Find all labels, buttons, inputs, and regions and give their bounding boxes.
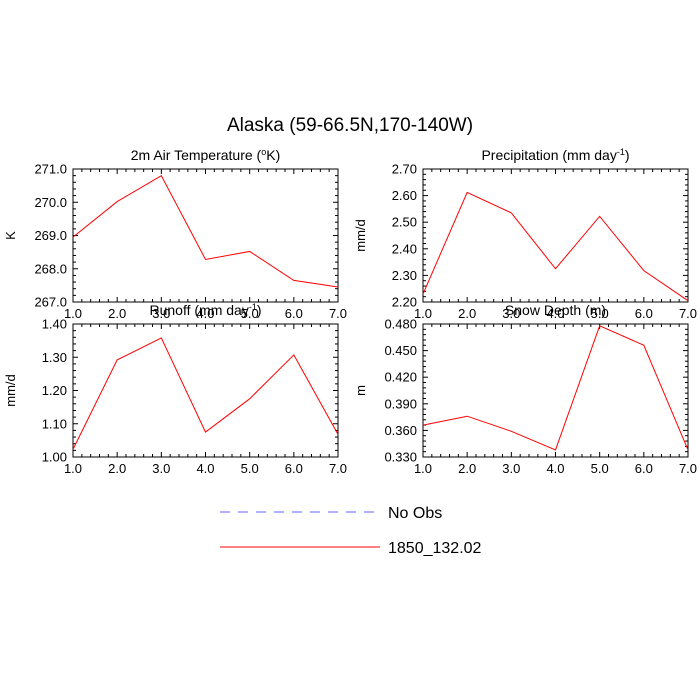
y-axis-label: mm/d [3, 374, 18, 407]
y-tick-label: 268.0 [34, 261, 67, 276]
y-tick-label: 1.20 [42, 383, 67, 398]
panel-title: Runoff (mm day-1) [149, 302, 261, 318]
y-tick-label: 0.450 [384, 343, 417, 358]
y-tick-label: 1.10 [42, 416, 67, 431]
x-tick-label: 4.0 [196, 306, 214, 321]
y-tick-label: 2.20 [392, 295, 417, 310]
x-tick-label: 3.0 [152, 306, 170, 321]
figure-title: Alaska (59-66.5N,170-140W) [227, 115, 473, 136]
legend: No Obs 1850_132.02 [220, 505, 482, 557]
plot-frame [422, 323, 689, 458]
panel-title: 2m Air Temperature (oK) [131, 147, 280, 163]
y-tick-label: 1.30 [42, 350, 67, 365]
x-tick-label: 3.0 [152, 461, 170, 476]
y-tick-label: 271.0 [34, 162, 67, 177]
y-tick-label: 0.420 [384, 370, 417, 385]
series-line [72, 174, 339, 288]
y-tick-label: 2.40 [392, 241, 417, 256]
y-tick-label: 2.30 [392, 268, 417, 283]
plot-frame [72, 168, 339, 303]
x-tick-label: 6.0 [635, 306, 653, 321]
plot-frame [72, 323, 339, 458]
y-tick-label: 0.360 [384, 423, 417, 438]
y-tick-label: 2.70 [392, 162, 417, 177]
legend-label-no-obs: No Obs [388, 505, 442, 522]
y-tick-label: 267.0 [34, 295, 67, 310]
x-tick-label: 3.0 [502, 306, 520, 321]
x-tick-label: 1.0 [64, 461, 82, 476]
series-line [72, 337, 339, 450]
y-tick-label: 1.40 [42, 317, 67, 332]
x-tick-label: 5.0 [591, 306, 609, 321]
panel-title: Precipitation (mm day-1) [481, 147, 629, 163]
x-tick-label: 1.0 [64, 306, 82, 321]
panel-3: 1.0 2.0 3.0 4.0 5.0 6.0 7.0 1.00 1.10 1.20 1.30 1.4… [3, 302, 347, 476]
x-tick-label: 4.0 [196, 461, 214, 476]
plot-frame [422, 168, 689, 303]
panels: 1.0 2.0 3.0 4.0 5.0 6.0 7.0 267.0 268.0 269.0 270.… [3, 147, 697, 476]
x-tick-label: 6.0 [285, 461, 303, 476]
y-tick-label: 0.390 [384, 396, 417, 411]
x-tick-label: 6.0 [285, 306, 303, 321]
x-tick-label: 6.0 [635, 461, 653, 476]
y-axis-label: mm/d [353, 219, 368, 252]
y-tick-label: 1.00 [42, 450, 67, 465]
y-tick-label: 269.0 [34, 228, 67, 243]
panel-title: Snow Depth (m) [505, 302, 606, 318]
y-axis-label: m [353, 385, 368, 396]
panel-1: 1.0 2.0 3.0 4.0 5.0 6.0 7.0 267.0 268.0 269.0 270.… [3, 147, 347, 321]
x-tick-label: 4.0 [546, 306, 564, 321]
x-tick-label: 2.0 [458, 461, 476, 476]
x-tick-label: 7.0 [679, 306, 697, 321]
x-tick-label: 7.0 [329, 461, 347, 476]
x-tick-label: 1.0 [414, 306, 432, 321]
x-tick-label: 4.0 [546, 461, 564, 476]
y-tick-label: 0.330 [384, 450, 417, 465]
y-tick-label: 2.50 [392, 215, 417, 230]
x-tick-label: 2.0 [108, 461, 126, 476]
panel-4: 1.0 2.0 3.0 4.0 5.0 6.0 7.0 0.330 0.360 0.390 0.42… [353, 302, 697, 476]
x-tick-label: 5.0 [241, 461, 259, 476]
x-tick-label: 2.0 [108, 306, 126, 321]
y-tick-label: 270.0 [34, 195, 67, 210]
x-tick-label: 7.0 [329, 306, 347, 321]
x-tick-label: 1.0 [414, 461, 432, 476]
panel-2: 1.0 2.0 3.0 4.0 5.0 6.0 7.0 2.20 2.30 2.40 2.50 2.6… [353, 147, 697, 321]
series-line [422, 325, 689, 451]
y-axis-label: K [3, 231, 18, 240]
x-tick-label: 5.0 [591, 461, 609, 476]
x-tick-label: 7.0 [679, 461, 697, 476]
x-tick-label: 3.0 [502, 461, 520, 476]
y-tick-label: 0.480 [384, 317, 417, 332]
y-tick-label: 2.60 [392, 188, 417, 203]
x-tick-label: 5.0 [241, 306, 259, 321]
series-line [422, 191, 689, 302]
x-tick-label: 2.0 [458, 306, 476, 321]
legend-label-run: 1850_132.02 [388, 540, 482, 557]
